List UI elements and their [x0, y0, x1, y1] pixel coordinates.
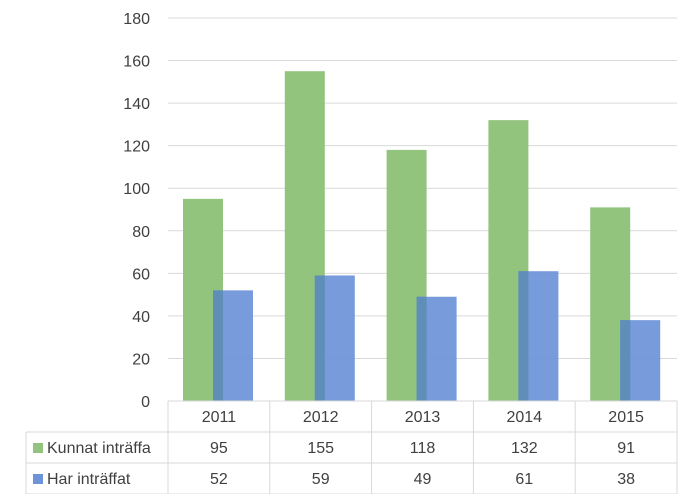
- x-category-label: 2015: [608, 409, 644, 426]
- y-tick-label: 120: [123, 139, 150, 156]
- x-category-label: 2014: [507, 409, 543, 426]
- y-tick-label: 20: [132, 351, 150, 368]
- table-value-2012-series-1: 155: [307, 440, 334, 457]
- x-category-label: 2012: [303, 409, 339, 426]
- table-value-2012-series-2: 59: [312, 471, 330, 488]
- table-value-2015-series-2: 38: [617, 471, 635, 488]
- table-value-2014-series-1: 132: [511, 440, 538, 457]
- y-tick-label: 40: [132, 309, 150, 326]
- bar-overlap-2011: [213, 290, 223, 401]
- table-value-2011-series-1: 95: [210, 440, 228, 457]
- table-value-2011-series-2: 52: [210, 471, 228, 488]
- y-tick-label: 80: [132, 224, 150, 241]
- legend-key-series-1: [33, 443, 43, 453]
- y-tick-label: 160: [123, 54, 150, 71]
- y-tick-label: 100: [123, 181, 150, 198]
- table-value-2015-series-1: 91: [617, 440, 635, 457]
- y-axis-ticks: 0 20 40 60 80 100 120 140 160 180: [123, 11, 150, 411]
- y-tick-label: 140: [123, 96, 150, 113]
- table-value-2013-series-1: 118: [410, 440, 436, 457]
- legend-key-series-2: [33, 474, 43, 484]
- bar-overlap-2013: [416, 296, 427, 401]
- data-table: 2011 2012 2013 2014 2015 Kunnat inträffa 95 155…: [25, 400, 678, 495]
- legend-label-series-2: Har inträffat: [47, 471, 131, 488]
- bars: [183, 71, 661, 401]
- bar-overlap-2014: [518, 271, 529, 401]
- bar-overlap-2015: [620, 320, 631, 401]
- y-tick-label: 180: [123, 11, 150, 28]
- x-category-label: 2011: [202, 409, 237, 426]
- x-category-label: 2013: [405, 409, 441, 426]
- legend-label-series-1: Kunnat inträffa: [47, 440, 151, 457]
- y-tick-label: 0: [141, 394, 150, 411]
- table-value-2013-series-2: 49: [414, 471, 432, 488]
- bar-overlap-2012: [314, 275, 325, 401]
- y-tick-label: 60: [132, 266, 150, 283]
- table-value-2014-series-2: 61: [515, 471, 533, 488]
